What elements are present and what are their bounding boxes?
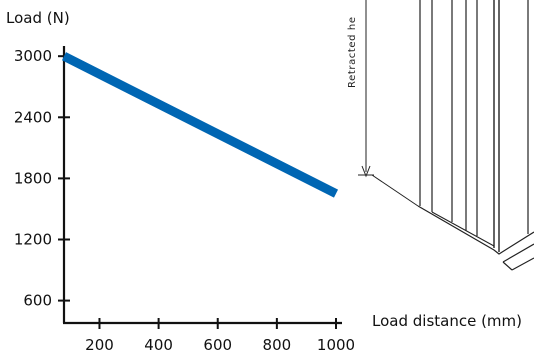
x-tick-label: 400 [144,336,173,354]
x-tick-label: 800 [263,336,292,354]
leader-line [371,174,419,207]
technical-drawing: Retracted he [347,0,534,271]
foot-plate [502,243,534,271]
x-tick-label: 600 [203,336,232,354]
dimension-label: Retracted he [347,16,358,88]
dimension-arrow [361,165,371,178]
series-layer [61,52,339,198]
x-tick-label: 200 [85,336,114,354]
x-axis-title: Load distance (mm) [372,312,522,330]
axis-ticks: 200 400 600 800 1000 600 1200 1800 2400 3000 [14,47,355,354]
y-tick-label: 1800 [14,169,52,187]
y-tick-label: 1200 [14,230,52,248]
y-tick-label: 600 [23,292,52,310]
y-axis-title: Load (N) [6,9,70,27]
y-tick-label: 3000 [14,47,52,65]
column-base-inner [431,211,495,247]
y-tick-label: 2400 [14,108,52,126]
x-tick-label: 1000 [317,336,355,354]
column-base [417,205,534,255]
series-line [61,52,339,198]
